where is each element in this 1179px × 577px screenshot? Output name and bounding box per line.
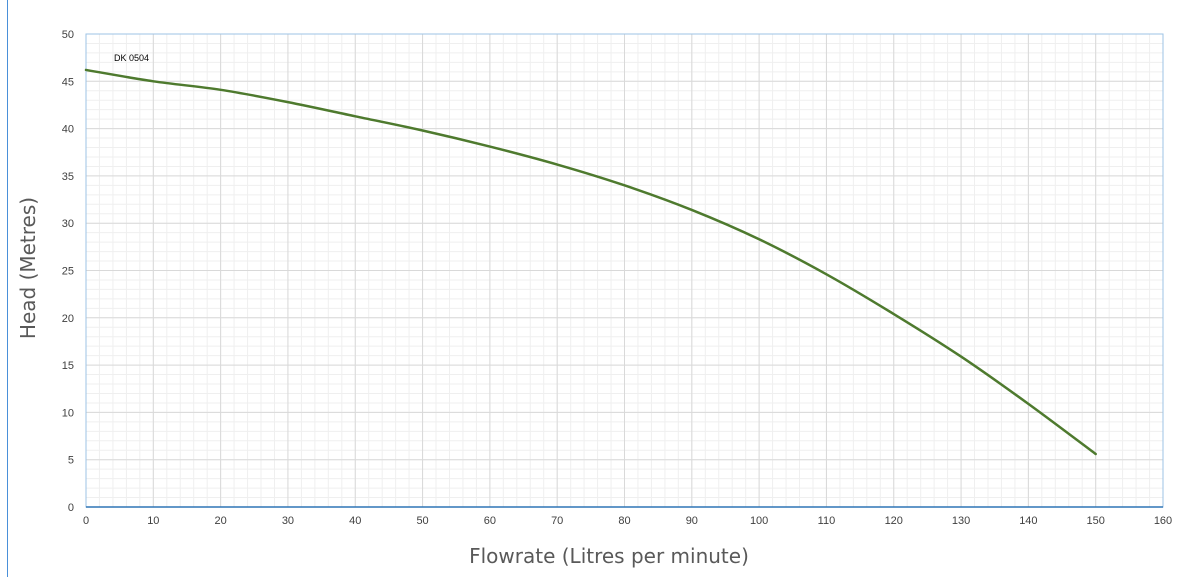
x-tick-label: 20 xyxy=(215,515,227,527)
y-axis-title: Head (Metres) xyxy=(16,197,40,339)
x-tick-label: 60 xyxy=(484,515,496,527)
x-tick-label: 130 xyxy=(952,515,970,527)
x-tick-label: 70 xyxy=(551,515,563,527)
x-tick-label: 110 xyxy=(818,515,836,527)
x-tick-label: 10 xyxy=(147,515,159,527)
x-tick-label: 30 xyxy=(282,515,294,527)
x-tick-label: 80 xyxy=(618,515,630,527)
x-tick-label: 150 xyxy=(1087,515,1105,527)
y-tick-label: 50 xyxy=(62,29,74,41)
x-tick-label: 0 xyxy=(83,515,89,527)
left-edge-rule xyxy=(7,0,8,577)
x-tick-label: 90 xyxy=(686,515,698,527)
y-tick-label: 15 xyxy=(62,360,74,372)
series-annotation: DK 0504 xyxy=(114,53,149,63)
y-tick-label: 20 xyxy=(62,313,74,325)
y-tick-label: 40 xyxy=(62,124,74,136)
x-axis-title: Flowrate (Litres per minute) xyxy=(469,544,749,568)
x-tick-label: 140 xyxy=(1019,515,1037,527)
x-tick-label: 160 xyxy=(1154,515,1172,527)
y-axis-tick-labels: 0 5 10 15 20 25 30 35 40 45 50 xyxy=(62,29,74,514)
y-tick-label: 10 xyxy=(62,407,74,419)
y-tick-label: 35 xyxy=(62,171,74,183)
y-tick-label: 45 xyxy=(62,76,74,88)
x-tick-label: 40 xyxy=(349,515,361,527)
x-tick-label: 120 xyxy=(885,515,903,527)
y-tick-label: 25 xyxy=(62,266,74,278)
x-tick-label: 100 xyxy=(750,515,768,527)
series-line-dk-0504 xyxy=(84,68,1097,456)
y-tick-label: 5 xyxy=(68,455,74,467)
x-tick-label: 50 xyxy=(416,515,428,527)
x-axis-tick-labels: 0 10 20 30 40 50 60 70 80 90 100 110 120 130 140 150 160 xyxy=(83,515,1172,527)
y-tick-label: 30 xyxy=(62,218,74,230)
y-tick-label: 0 xyxy=(68,502,74,514)
